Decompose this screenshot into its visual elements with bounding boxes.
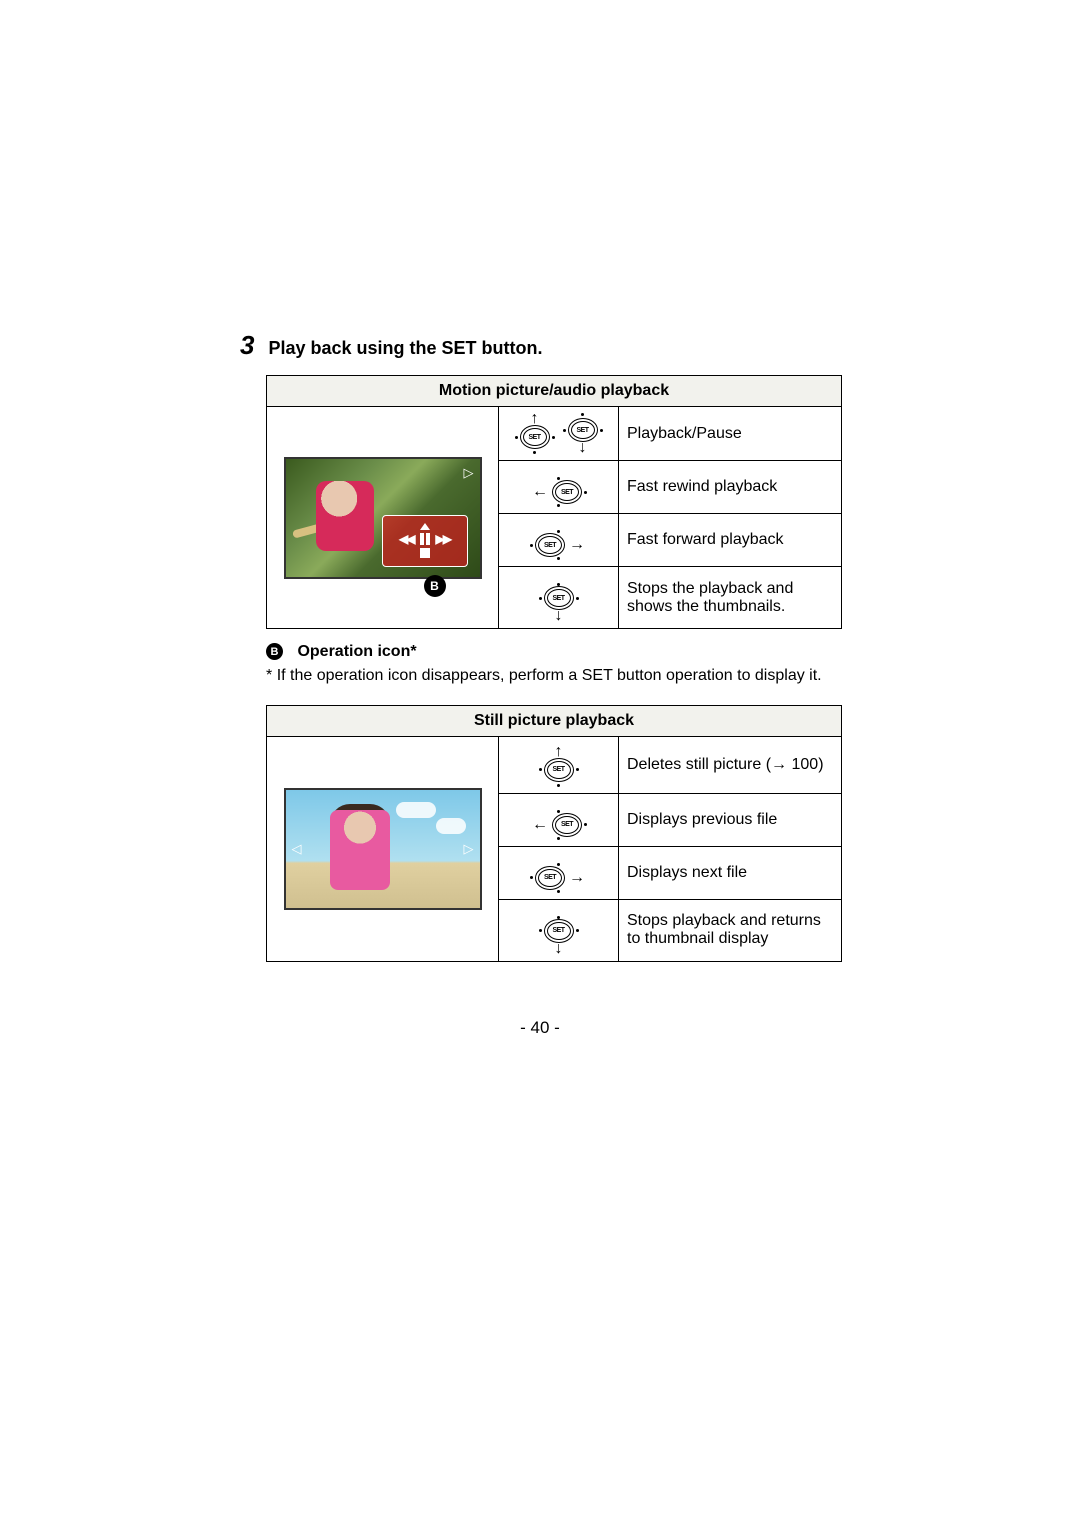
motion-row-0-label: Playback/Pause — [619, 407, 842, 461]
footnote-star: * — [266, 667, 272, 684]
step-number: 3 — [240, 330, 254, 361]
set-left-icon: ←SET — [530, 810, 587, 840]
still-row-0-label: Deletes still picture (→ 100) — [619, 736, 842, 793]
set-left-icon: ←SET — [530, 477, 587, 507]
ctrl-still-delete: ↑ SET — [499, 736, 619, 793]
footnote-body: * If the operation icon disappears, perf… — [266, 665, 840, 687]
motion-playback-table: Motion picture/audio playback ▷ ◀◀ ▶▶ — [266, 375, 842, 629]
still-preview-image: ◁ ▷ — [284, 788, 482, 910]
footnote-body-text: If the operation icon disappears, perfor… — [277, 667, 822, 684]
footnote-label-row: B Operation icon* — [266, 643, 840, 661]
set-right-icon: SET→ — [530, 863, 587, 893]
set-up-icon: ↑ SET — [539, 746, 579, 787]
set-up-icon: ↑ SET — [515, 413, 555, 454]
motion-row-2-label: Fast forward playback — [619, 514, 842, 567]
footnote-badge: B — [266, 643, 283, 660]
ctrl-still-stop: SET ↓ — [499, 899, 619, 961]
set-down-icon: SET ↓ — [563, 413, 603, 454]
still-row-2-label: Displays next file — [619, 846, 842, 899]
operation-badge: B — [424, 575, 446, 597]
set-right-icon: SET→ — [530, 530, 587, 560]
still-table-header: Still picture playback — [267, 705, 842, 736]
still-preview-cell: ◁ ▷ — [267, 736, 499, 961]
motion-row-3-label: Stops the playback and shows the thumbna… — [619, 567, 842, 629]
manual-page: 3 Play back using the SET button. Motion… — [0, 0, 1080, 1098]
ctrl-forward: SET→ — [499, 514, 619, 567]
page-number: - 40 - — [240, 1018, 840, 1038]
step-text: Play back using the SET button. — [268, 338, 542, 359]
motion-row-1-label: Fast rewind playback — [619, 461, 842, 514]
motion-preview-image: ▷ ◀◀ ▶▶ B — [284, 457, 482, 579]
motion-preview-cell: ▷ ◀◀ ▶▶ B — [267, 407, 499, 629]
motion-table-header: Motion picture/audio playback — [267, 376, 842, 407]
ctrl-stop: SET ↓ — [499, 567, 619, 629]
still-row-3-label: Stops playback and returns to thumbnail … — [619, 899, 842, 961]
still-playback-table: Still picture playback ◁ ▷ ↑ SET — [266, 705, 842, 962]
ctrl-rewind: ←SET — [499, 461, 619, 514]
still-row-1-label: Displays previous file — [619, 793, 842, 846]
ctrl-still-next: SET→ — [499, 846, 619, 899]
footnote-label-text: Operation icon* — [297, 643, 416, 660]
step-title-row: 3 Play back using the SET button. — [240, 330, 840, 361]
operation-overlay: ◀◀ ▶▶ — [382, 515, 468, 567]
ctrl-still-prev: ←SET — [499, 793, 619, 846]
set-down-icon: SET ↓ — [539, 583, 579, 622]
set-down-icon: SET ↓ — [539, 916, 579, 955]
ctrl-playback-pause: ↑ SET SET ↓ — [499, 407, 619, 461]
page-ref-arrow: → — [771, 756, 787, 773]
